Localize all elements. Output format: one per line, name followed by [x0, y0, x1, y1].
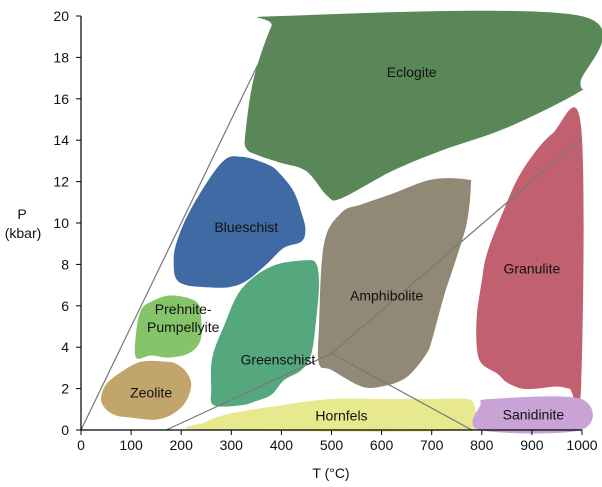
x-tick-label-700: 700 — [420, 437, 444, 453]
y-tick-label-20: 20 — [53, 8, 69, 24]
x-tick-label-200: 200 — [170, 437, 194, 453]
facies-region-blueschist — [173, 156, 306, 288]
facies-label-granulite: Granulite — [503, 261, 560, 277]
x-tick-label-400: 400 — [270, 437, 294, 453]
y-tick-label-12: 12 — [53, 174, 69, 190]
x-tick-label-300: 300 — [220, 437, 244, 453]
y-tick-label-16: 16 — [53, 91, 69, 107]
reference-lines — [80, 15, 583, 431]
y-tick-label-10: 10 — [53, 215, 69, 231]
facies-label-prehnite-pumpellyite: Prehnite-Pumpellyite — [147, 301, 220, 335]
x-tick-label-900: 900 — [520, 437, 544, 453]
x-tick-label-0: 0 — [77, 437, 85, 453]
facies-label-eclogite: Eclogite — [387, 64, 437, 80]
facies-label-amphibolite: Amphibolite — [350, 287, 423, 303]
y-tick-label-8: 8 — [61, 256, 69, 272]
x-tick-label-600: 600 — [370, 437, 394, 453]
facies-region-hornfels — [185, 398, 496, 432]
y-tick-label-6: 6 — [61, 298, 69, 314]
reference-line-1 — [80, 15, 282, 431]
y-axis-unit-label: (kbar) — [5, 225, 42, 241]
x-tick-label-100: 100 — [119, 437, 143, 453]
facies-label-blueschist: Blueschist — [214, 219, 278, 235]
y-tick-label-4: 4 — [61, 339, 69, 355]
x-axis-label: T (°C) — [312, 465, 349, 481]
x-tick-label-1000: 1000 — [566, 437, 597, 453]
axes: 0 100 200 300 400 500 600 700 800 900 1000 0 2 4 6 8 10 1… — [53, 8, 597, 453]
facies-region-eclogite — [244, 10, 602, 201]
facies-label-zeolite: Zeolite — [130, 385, 172, 401]
y-tick-label-18: 18 — [53, 49, 69, 65]
y-axis-label: P — [17, 206, 26, 222]
facies-region-granulite — [476, 107, 584, 409]
x-tick-label-800: 800 — [470, 437, 494, 453]
facies-label-hornfels: Hornfels — [315, 408, 367, 424]
facies-label-sanidinite: Sanidinite — [503, 407, 565, 423]
facies-label-greenschist: Greenschist — [241, 352, 316, 368]
y-tick-label-2: 2 — [61, 381, 69, 397]
facies-region-sanidinite — [472, 396, 593, 434]
reference-line-3 — [331, 352, 473, 431]
facies-region-zeolite — [101, 360, 192, 420]
y-tick-label-14: 14 — [53, 132, 69, 148]
facies-region-amphibolite — [317, 178, 472, 389]
facies-layer — [101, 10, 602, 434]
facies-labels: Eclogite Blueschist Prehnite-Pumpellyite Ze… — [130, 64, 564, 424]
x-tick-label-500: 500 — [320, 437, 344, 453]
facies-region-greenschist — [210, 260, 319, 407]
y-tick-label-0: 0 — [61, 422, 69, 438]
facies-region-prehnite-pumpellyite — [134, 295, 202, 359]
